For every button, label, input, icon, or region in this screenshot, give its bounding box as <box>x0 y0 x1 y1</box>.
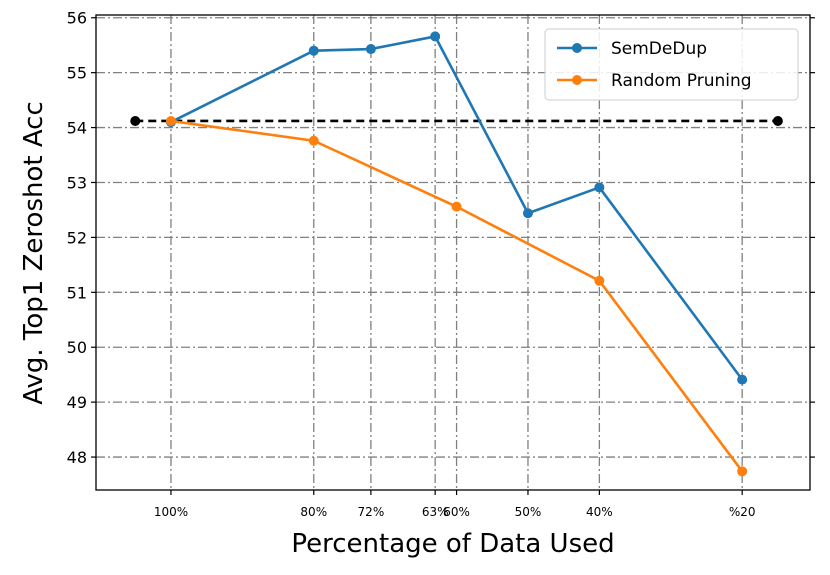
y-tick-label: 48 <box>67 448 87 467</box>
legend-label-semdedup: SemDeDup <box>611 39 707 59</box>
legend-label-random-pruning: Random Pruning <box>611 71 752 91</box>
y-tick-label: 53 <box>67 173 87 192</box>
grid <box>96 15 810 490</box>
x-tick-label: 60% <box>443 505 470 519</box>
y-axis-label: Avg. Top1 Zeroshot Acc <box>19 101 49 405</box>
x-tick-label: 40% <box>586 505 613 519</box>
legend: SemDeDup Random Pruning <box>544 28 799 101</box>
plot-frame <box>95 14 811 491</box>
y-tick-label: 52 <box>67 228 87 247</box>
y-tick-label: 56 <box>67 9 87 28</box>
random-pruning-point <box>165 115 176 126</box>
y-tick-label: 50 <box>67 338 87 357</box>
x-tick-label: 63% <box>422 505 449 519</box>
legend-marker-random-pruning <box>572 75 582 85</box>
random-pruning-point <box>594 275 605 286</box>
legend-box <box>544 28 799 101</box>
semdedup-point <box>365 44 376 55</box>
x-tick-label: 100% <box>154 505 188 519</box>
x-axis-label: Percentage of Data Used <box>291 529 614 559</box>
baseline-point <box>130 115 141 126</box>
x-tick-label: 80% <box>300 505 327 519</box>
semdedup-point <box>522 208 533 219</box>
x-tick-label: 50% <box>515 505 542 519</box>
legend-marker-semdedup <box>572 43 582 53</box>
random-pruning-point <box>737 466 748 477</box>
semdedup-point <box>737 374 748 385</box>
random-pruning-point <box>451 201 462 212</box>
x-tick-label: %20 <box>729 505 756 519</box>
series-layer <box>130 31 783 477</box>
semdedup-point <box>594 182 605 193</box>
baseline-point <box>772 115 783 126</box>
semdedup-point <box>430 31 441 42</box>
random-pruning-point <box>308 135 319 146</box>
y-axis-ticks: 48 49 50 51 52 53 54 55 56 <box>67 9 815 467</box>
x-axis-ticks: 100% 80% 72% 63%60% 50% 40% %20 <box>154 490 756 519</box>
y-tick-label: 51 <box>67 283 87 302</box>
y-tick-label: 49 <box>67 393 87 412</box>
semdedup-point <box>308 45 319 56</box>
y-tick-label: 54 <box>67 119 87 138</box>
x-tick-label: 72% <box>358 505 385 519</box>
y-tick-label: 55 <box>67 64 87 83</box>
